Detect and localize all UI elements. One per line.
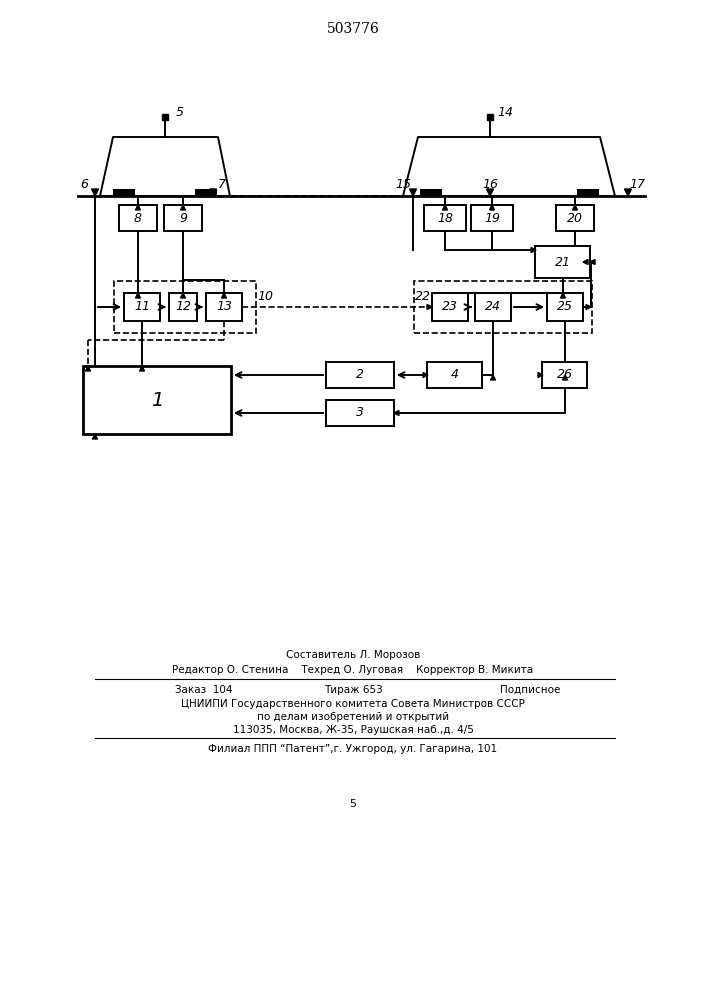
Text: 2: 2 bbox=[356, 368, 364, 381]
Polygon shape bbox=[427, 304, 432, 310]
Text: 113035, Москва, Ж-35, Раушская наб.,д. 4/5: 113035, Москва, Ж-35, Раушская наб.,д. 4… bbox=[233, 725, 474, 735]
Bar bbox=[487, 114, 493, 120]
Bar bbox=[547, 293, 583, 321]
Polygon shape bbox=[136, 293, 141, 298]
Text: Подписное: Подписное bbox=[500, 685, 560, 695]
Polygon shape bbox=[100, 137, 230, 196]
Text: 19: 19 bbox=[484, 212, 500, 225]
Bar bbox=[535, 246, 590, 278]
Text: 11: 11 bbox=[134, 300, 150, 314]
Text: 3: 3 bbox=[356, 406, 364, 420]
Text: 18: 18 bbox=[437, 212, 453, 225]
Bar bbox=[542, 362, 588, 388]
Polygon shape bbox=[409, 189, 416, 196]
Text: 24: 24 bbox=[485, 300, 501, 314]
Text: 503776: 503776 bbox=[327, 22, 380, 36]
Polygon shape bbox=[93, 434, 98, 439]
Polygon shape bbox=[538, 372, 543, 377]
Text: Заказ  104: Заказ 104 bbox=[175, 685, 233, 695]
Text: 26: 26 bbox=[557, 368, 573, 381]
Text: 16: 16 bbox=[482, 178, 498, 192]
Polygon shape bbox=[136, 205, 141, 210]
Polygon shape bbox=[221, 293, 226, 298]
Polygon shape bbox=[624, 189, 631, 196]
Text: 4: 4 bbox=[451, 368, 459, 381]
Text: 15: 15 bbox=[395, 178, 411, 192]
Polygon shape bbox=[583, 259, 588, 264]
Text: 6: 6 bbox=[80, 178, 88, 192]
Text: 14: 14 bbox=[497, 106, 513, 119]
Text: по делам изобретений и открытий: по делам изобретений и открытий bbox=[257, 712, 449, 722]
Polygon shape bbox=[590, 259, 595, 264]
Polygon shape bbox=[91, 189, 98, 196]
Polygon shape bbox=[139, 366, 144, 371]
Polygon shape bbox=[403, 137, 615, 196]
Text: 20: 20 bbox=[567, 212, 583, 225]
Bar bbox=[428, 362, 482, 388]
Text: 22: 22 bbox=[415, 290, 431, 302]
Polygon shape bbox=[209, 189, 216, 196]
Bar bbox=[414, 281, 592, 333]
Bar bbox=[432, 293, 468, 321]
Bar bbox=[114, 281, 256, 333]
Text: 8: 8 bbox=[134, 212, 142, 225]
Polygon shape bbox=[180, 293, 185, 298]
Text: Филиал ППП “Патент”,г. Ужгород, ул. Гагарина, 101: Филиал ППП “Патент”,г. Ужгород, ул. Гага… bbox=[209, 744, 498, 754]
Polygon shape bbox=[561, 293, 566, 298]
Polygon shape bbox=[563, 375, 568, 380]
Bar bbox=[206, 293, 242, 321]
Bar bbox=[162, 114, 168, 120]
Text: 5: 5 bbox=[349, 799, 356, 809]
Bar bbox=[424, 205, 466, 231]
Polygon shape bbox=[86, 366, 90, 371]
Text: 1: 1 bbox=[151, 390, 163, 410]
Text: ЦНИИПИ Государственного комитета Совета Министров СССР: ЦНИИПИ Государственного комитета Совета … bbox=[181, 699, 525, 709]
Polygon shape bbox=[491, 375, 496, 380]
Text: 10: 10 bbox=[257, 290, 273, 302]
Bar bbox=[119, 205, 157, 231]
Polygon shape bbox=[531, 247, 536, 252]
Bar bbox=[475, 293, 511, 321]
Polygon shape bbox=[486, 189, 493, 196]
Text: 13: 13 bbox=[216, 300, 232, 314]
Polygon shape bbox=[394, 410, 399, 416]
Bar bbox=[83, 366, 231, 434]
Text: 9: 9 bbox=[179, 212, 187, 225]
Text: Составитель Л. Морозов: Составитель Л. Морозов bbox=[286, 650, 420, 660]
Text: 23: 23 bbox=[442, 300, 458, 314]
Polygon shape bbox=[573, 205, 578, 210]
Text: 7: 7 bbox=[218, 178, 226, 192]
Bar bbox=[556, 205, 594, 231]
Polygon shape bbox=[489, 205, 494, 210]
Text: 21: 21 bbox=[555, 255, 571, 268]
Text: Тираж 653: Тираж 653 bbox=[324, 685, 382, 695]
Bar bbox=[577, 189, 599, 196]
Bar bbox=[471, 205, 513, 231]
Bar bbox=[169, 293, 197, 321]
Polygon shape bbox=[443, 205, 448, 210]
Bar bbox=[124, 293, 160, 321]
Text: 25: 25 bbox=[557, 300, 573, 314]
Text: 5: 5 bbox=[176, 106, 184, 119]
Text: 12: 12 bbox=[175, 300, 191, 314]
Bar bbox=[420, 189, 442, 196]
Bar bbox=[326, 362, 394, 388]
Polygon shape bbox=[586, 304, 591, 310]
Bar bbox=[113, 189, 135, 196]
Text: 17: 17 bbox=[629, 178, 645, 192]
Polygon shape bbox=[180, 205, 185, 210]
Text: Редактор О. Стенина    Техред О. Луговая    Корректор В. Микита: Редактор О. Стенина Техред О. Луговая Ко… bbox=[173, 665, 534, 675]
Bar bbox=[326, 400, 394, 426]
Bar bbox=[164, 205, 202, 231]
Polygon shape bbox=[423, 372, 428, 377]
Bar bbox=[195, 189, 217, 196]
